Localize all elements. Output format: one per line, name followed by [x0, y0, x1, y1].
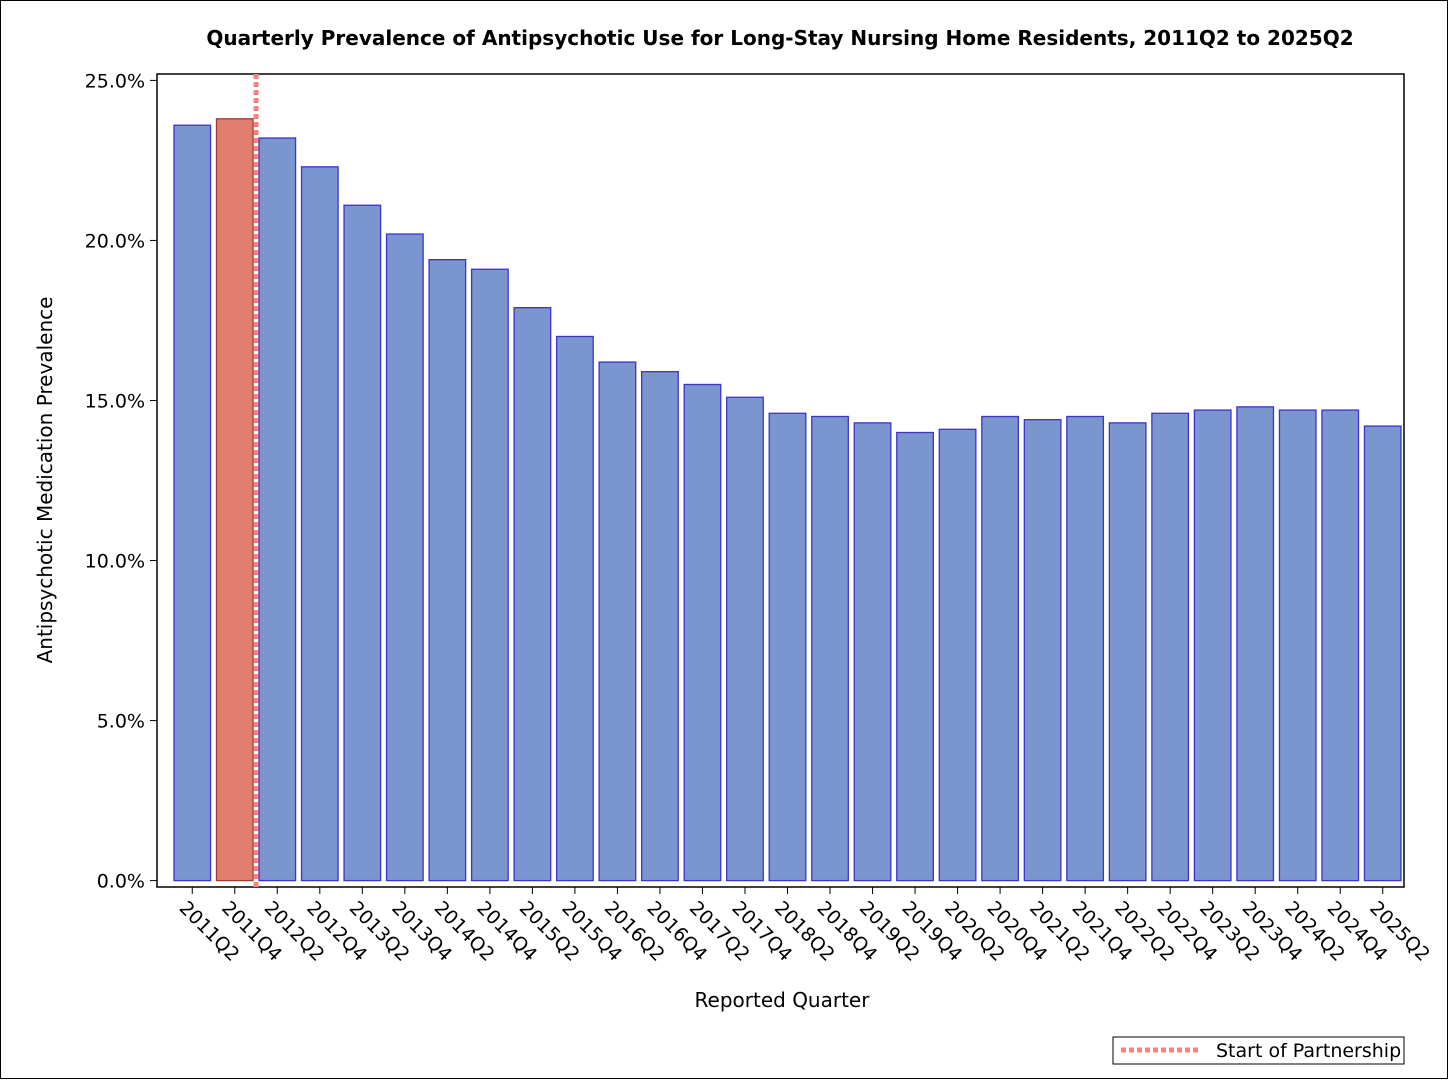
bar: [598, 361, 637, 882]
bar: [555, 335, 594, 882]
chart-title: Quarterly Prevalence of Antipsychotic Us…: [206, 26, 1353, 50]
plot-frame: [156, 73, 1405, 888]
bar: [1363, 425, 1402, 882]
bar: [385, 233, 424, 882]
bar: [853, 422, 892, 882]
bar: [896, 431, 934, 882]
bar: [726, 396, 764, 882]
y-tick-label: 15.0%: [85, 390, 145, 412]
bar: [300, 166, 339, 882]
bar: [1151, 412, 1190, 882]
y-tick-label: 25.0%: [85, 70, 145, 92]
bar: [470, 268, 509, 882]
y-tick-label: 10.0%: [85, 551, 145, 573]
bar: [811, 415, 849, 882]
bar: [513, 307, 552, 882]
bar: [1066, 415, 1105, 882]
bar: [981, 415, 1020, 882]
legend-label: Start of Partnership: [1216, 1040, 1401, 1062]
bar: [215, 118, 254, 882]
x-axis-label: Reported Quarter: [695, 988, 871, 1012]
bar: [683, 383, 722, 882]
bar: [1193, 409, 1232, 882]
y-axis-label: Antipsychotic Medication Prevalence: [33, 297, 57, 664]
bar: [1278, 409, 1317, 882]
bar: [428, 258, 467, 882]
bar: [938, 428, 977, 882]
bar: [1023, 419, 1062, 882]
y-tick-label: 5.0%: [97, 711, 145, 733]
bar: [768, 412, 807, 882]
bar: [173, 124, 212, 882]
bar: [258, 137, 297, 882]
bar: [343, 204, 382, 882]
y-tick-label: 20.0%: [85, 230, 145, 252]
bar: [1321, 409, 1360, 882]
bar: [641, 371, 679, 882]
y-tick-label: 0.0%: [97, 871, 145, 893]
bar: [1236, 406, 1275, 882]
bar: [1108, 422, 1147, 882]
